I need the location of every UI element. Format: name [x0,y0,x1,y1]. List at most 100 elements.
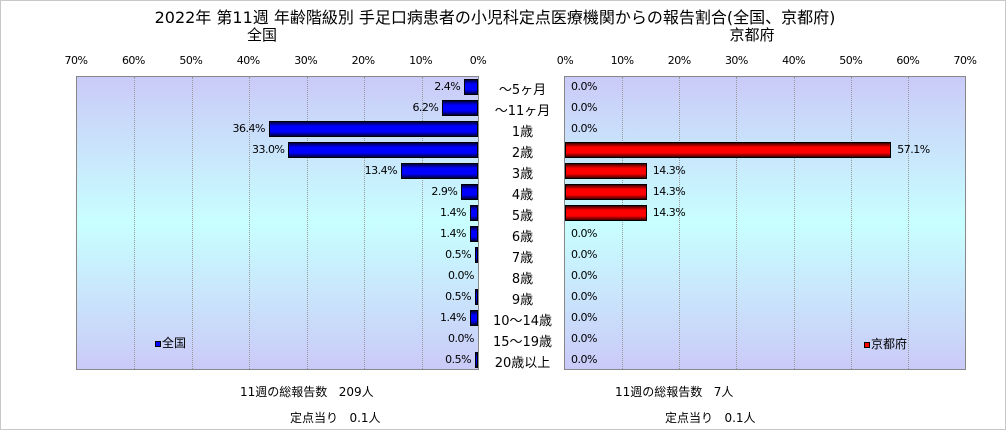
value-label: 0.5% [445,247,472,261]
x-tick-label: 60% [121,54,145,67]
category-label: 15〜19歳 [492,334,553,350]
right-subtitle: 京都府 [729,26,775,44]
right-legend: 京都府 [864,335,907,352]
value-label: 1.4% [440,205,466,219]
chart-title: 2022年 第11週 年齢階級別 手足口病患者の小児科定点医療機関からの報告割合… [154,8,836,27]
x-tick-label: 0% [556,54,574,67]
gridline [622,77,624,369]
value-label: 13.4% [364,163,398,177]
value-label: 0.5% [445,352,472,366]
value-label: 0.0% [571,331,597,345]
x-tick-label: 60% [896,54,920,67]
bar-zenkoku [475,288,478,305]
value-label: 0.0% [571,121,597,135]
legend-label: 全国 [162,336,187,350]
bar-zenkoku [401,162,478,179]
bar-kyoto [565,141,892,158]
x-tick-label: 10% [409,54,433,67]
total-value: 7人 [713,385,734,399]
x-tick-label: 40% [236,54,260,67]
value-label: 14.3% [652,205,686,219]
left-per-site: 定点当り 0.1人 [290,409,381,426]
gridline [421,77,423,369]
value-label: 36.4% [232,121,266,135]
category-label: 4歳 [511,187,534,203]
category-label: 20歳以上 [494,355,551,371]
left-total: 11週の総報告数 209人 [240,383,374,400]
right-per-site: 定点当り 0.1人 [665,409,756,426]
category-label: 8歳 [511,271,534,287]
x-tick-label: 0% [469,54,487,67]
category-label: 3歳 [511,166,534,182]
bar-zenkoku [268,120,478,137]
category-label: 1歳 [511,124,534,140]
total-label: 11週の総報告数 [240,385,328,399]
x-tick-label: 20% [667,54,691,67]
value-label: 0.0% [448,331,474,345]
value-label: 14.3% [652,184,686,198]
bar-kyoto [565,204,647,221]
value-label: 14.3% [652,163,686,177]
category-label: 7歳 [511,250,534,266]
category-label: 2歳 [511,145,534,161]
gridline [736,77,738,369]
value-label: 2.4% [434,79,461,93]
value-label: 0.0% [571,352,597,366]
value-label: 0.0% [571,247,597,261]
left-subtitle: 全国 [246,26,277,44]
legend-label: 京都府 [871,337,908,351]
x-tick-label: 70% [64,54,88,67]
value-label: 0.0% [571,100,597,114]
value-label: 57.1% [897,142,930,156]
bar-zenkoku [442,99,478,116]
value-label: 33.0% [252,142,285,156]
bar-kyoto [565,183,647,200]
gridline [191,77,193,369]
gridline [249,77,251,369]
category-label: 5歳 [511,208,534,224]
x-tick-label: 70% [953,54,977,67]
bar-zenkoku [464,78,478,95]
x-tick-label: 30% [294,54,318,67]
gridline [306,77,308,369]
per-value: 0.1人 [724,411,756,425]
category-label: 10〜14歳 [492,313,553,329]
category-label: 〜11ヶ月 [494,103,551,119]
per-label: 定点当り [290,411,339,425]
gridline [850,77,852,369]
per-value: 0.1人 [349,411,381,425]
value-label: 0.5% [445,289,472,303]
category-label: 〜5ヶ月 [498,82,547,98]
bar-zenkoku [288,141,478,158]
x-tick-label: 10% [610,54,634,67]
per-label: 定点当り [665,411,714,425]
right-total: 11週の総報告数 7人 [615,383,733,400]
gridline [679,77,681,369]
value-label: 1.4% [440,310,466,324]
value-label: 0.0% [571,310,597,324]
bar-zenkoku [475,246,478,263]
x-tick-label: 30% [724,54,748,67]
bar-kyoto [565,162,647,179]
bar-zenkoku [461,183,478,200]
right-plot-area [564,76,966,370]
value-label: 6.2% [412,100,439,114]
left-legend: 全国 [155,334,186,351]
value-label: 0.0% [571,268,597,282]
category-label: 6歳 [511,229,534,245]
legend-swatch-icon [864,341,870,348]
x-tick-label: 20% [351,54,375,67]
bar-zenkoku [475,351,478,368]
gridline [907,77,909,369]
category-label: 9歳 [511,292,534,308]
gridline [134,77,136,369]
x-tick-label: 40% [782,54,806,67]
bar-zenkoku [469,225,478,242]
total-label: 11週の総報告数 [615,385,703,399]
legend-swatch-icon [155,340,161,347]
value-label: 1.4% [440,226,466,240]
value-label: 0.0% [571,79,597,93]
x-tick-label: 50% [839,54,863,67]
gridline [793,77,795,369]
total-value: 209人 [338,385,374,399]
